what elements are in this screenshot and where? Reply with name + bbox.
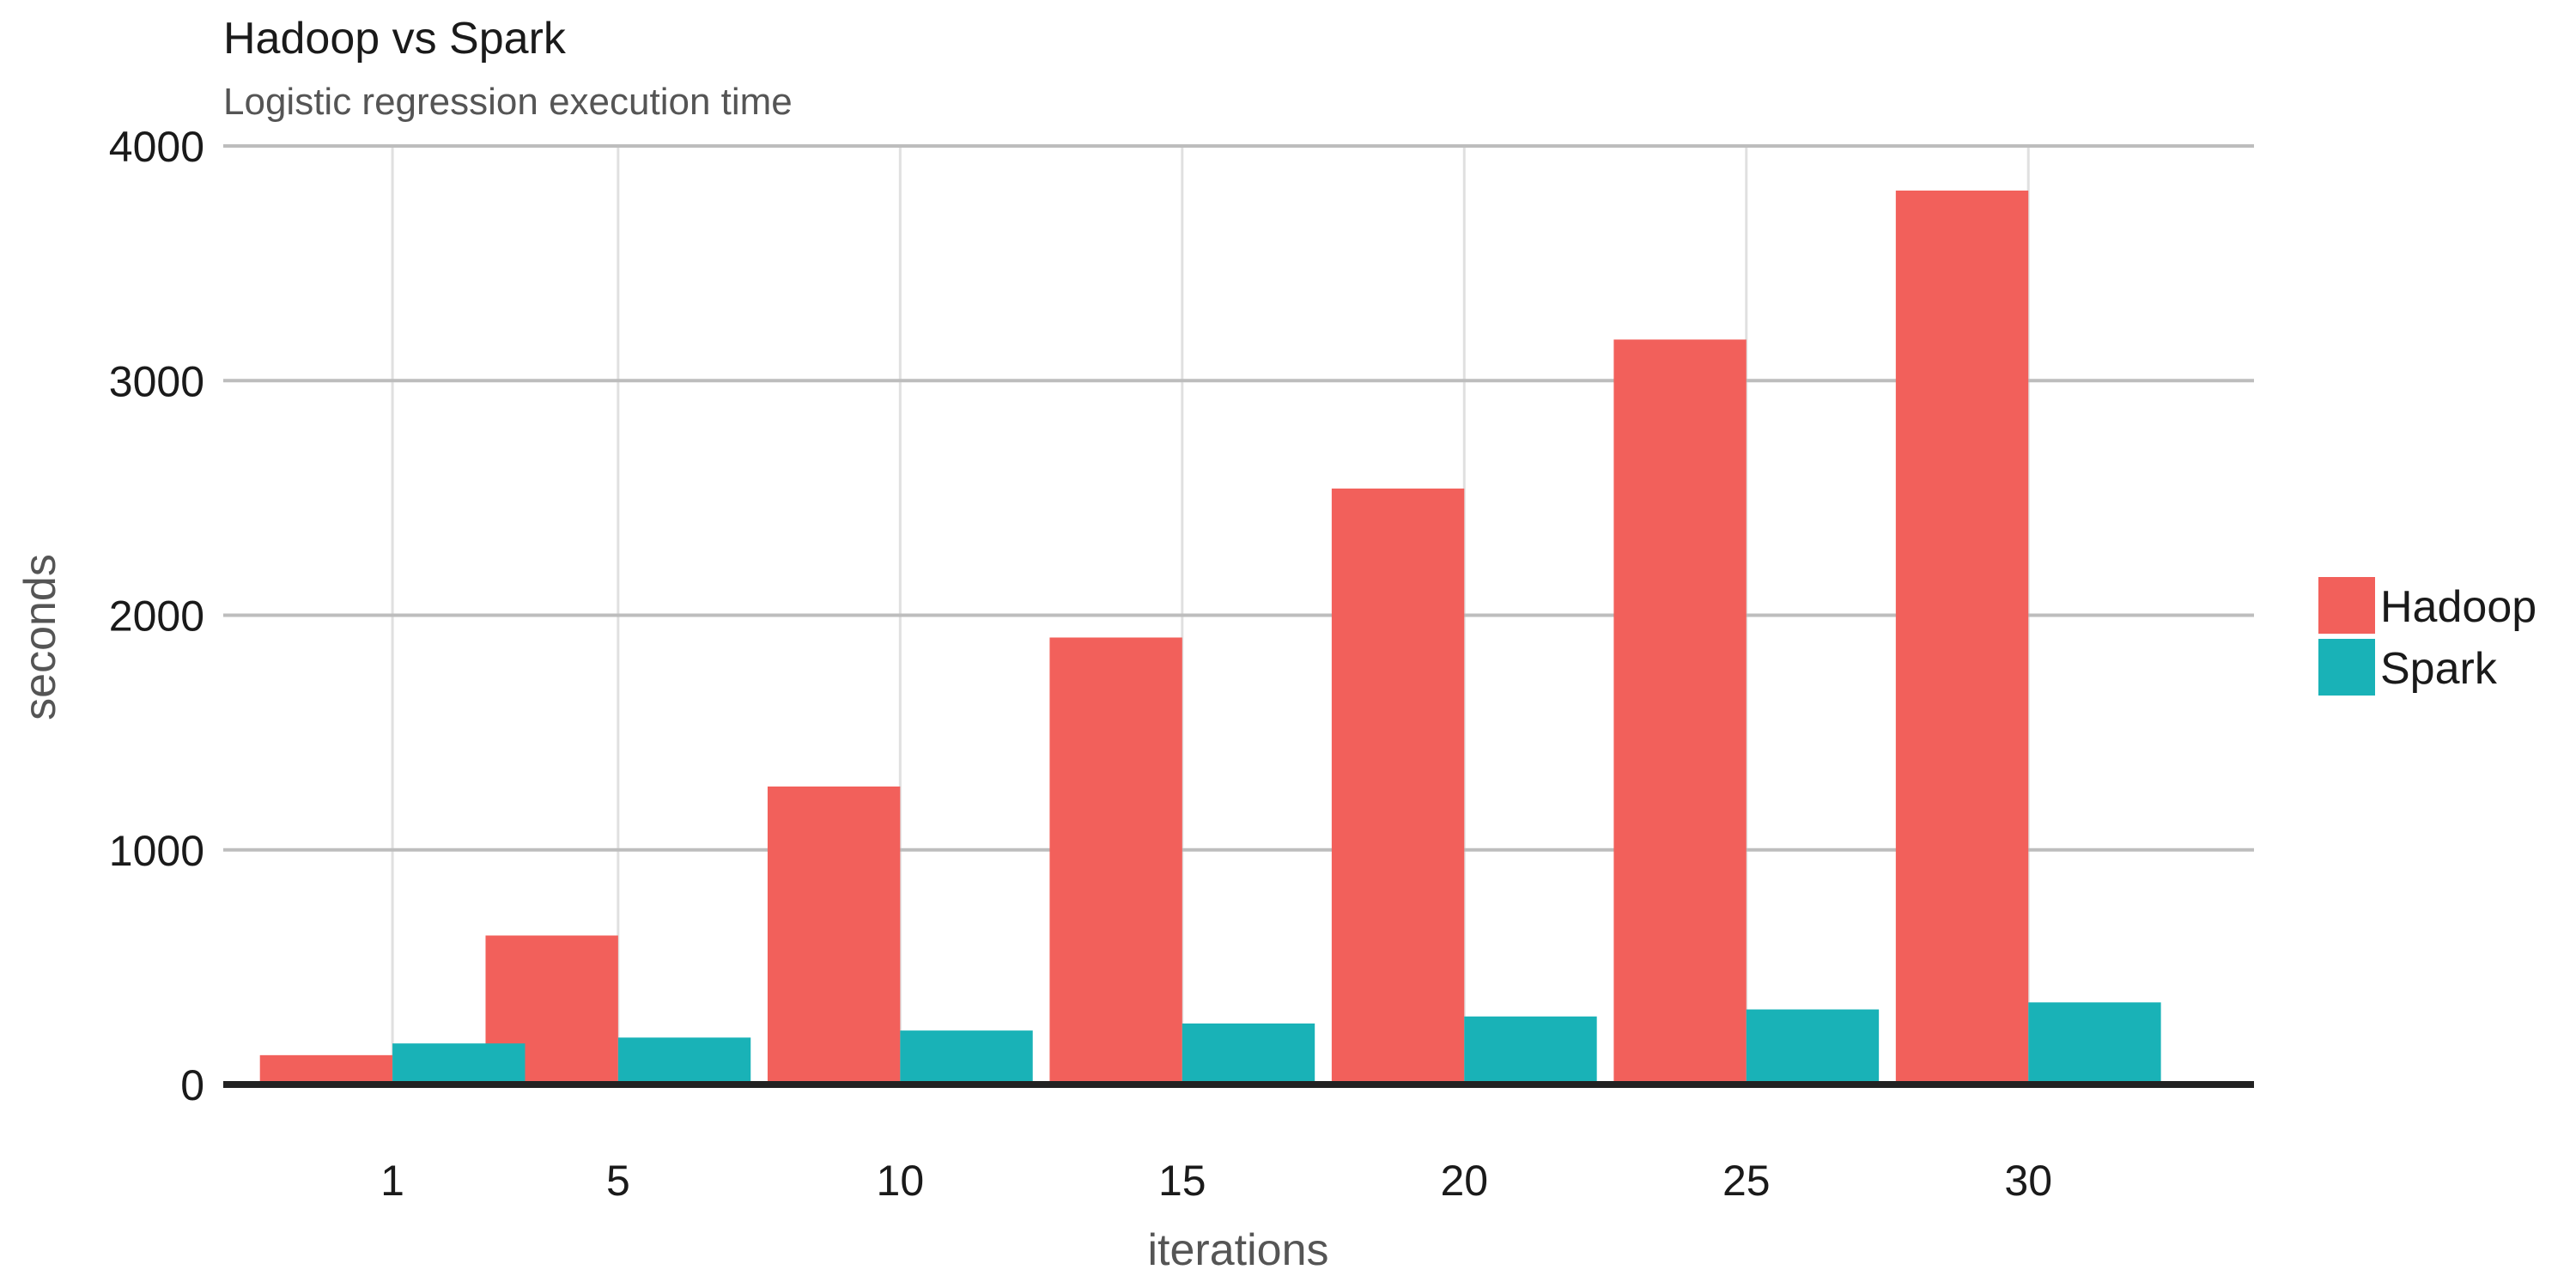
bar-spark-25 (1746, 1009, 1880, 1084)
legend-label-hadoop: Hadoop (2380, 582, 2537, 632)
legend-swatch-spark (2318, 639, 2375, 696)
y-tick-label-2000: 2000 (109, 592, 204, 641)
bar-spark-1 (392, 1043, 526, 1084)
bar-hadoop-25 (1613, 339, 1747, 1084)
x-tick-label-10: 10 (877, 1157, 925, 1205)
bar-hadoop-30 (1895, 190, 2029, 1085)
y-tick-label-3000: 3000 (109, 357, 204, 405)
bar-hadoop-10 (767, 786, 901, 1084)
y-tick-label-0: 0 (180, 1061, 204, 1109)
y-axis-ticks: 0 1000 2000 3000 4000 (109, 123, 204, 1109)
bar-spark-15 (1182, 1023, 1315, 1084)
bar-hadoop-1 (259, 1054, 393, 1084)
bar-spark-10 (900, 1030, 1033, 1084)
x-axis-ticks: 1 5 10 15 20 25 30 (380, 1157, 2052, 1205)
legend: Hadoop Spark (2318, 577, 2537, 696)
bar-spark-5 (617, 1037, 751, 1084)
chart-title: Hadoop vs Spark (223, 14, 567, 64)
x-tick-label-1: 1 (380, 1157, 404, 1205)
y-axis-title: seconds (15, 554, 65, 720)
x-tick-label-5: 5 (606, 1157, 630, 1205)
y-tick-label-1000: 1000 (109, 827, 204, 875)
bar-spark-20 (1464, 1016, 1597, 1084)
bar-hadoop-15 (1049, 637, 1182, 1084)
legend-label-spark: Spark (2380, 644, 2498, 694)
x-tick-label-15: 15 (1158, 1157, 1206, 1205)
x-axis-title: iterations (1148, 1225, 1329, 1275)
x-tick-label-25: 25 (1722, 1157, 1771, 1205)
bar-spark-30 (2028, 1002, 2161, 1084)
legend-swatch-hadoop (2318, 577, 2375, 634)
chart-subtitle: Logistic regression execution time (223, 81, 793, 123)
bar-hadoop-20 (1331, 488, 1465, 1084)
x-tick-label-30: 30 (2004, 1157, 2052, 1205)
y-tick-label-4000: 4000 (109, 123, 204, 171)
x-tick-label-20: 20 (1440, 1157, 1488, 1205)
bars (259, 190, 2161, 1085)
